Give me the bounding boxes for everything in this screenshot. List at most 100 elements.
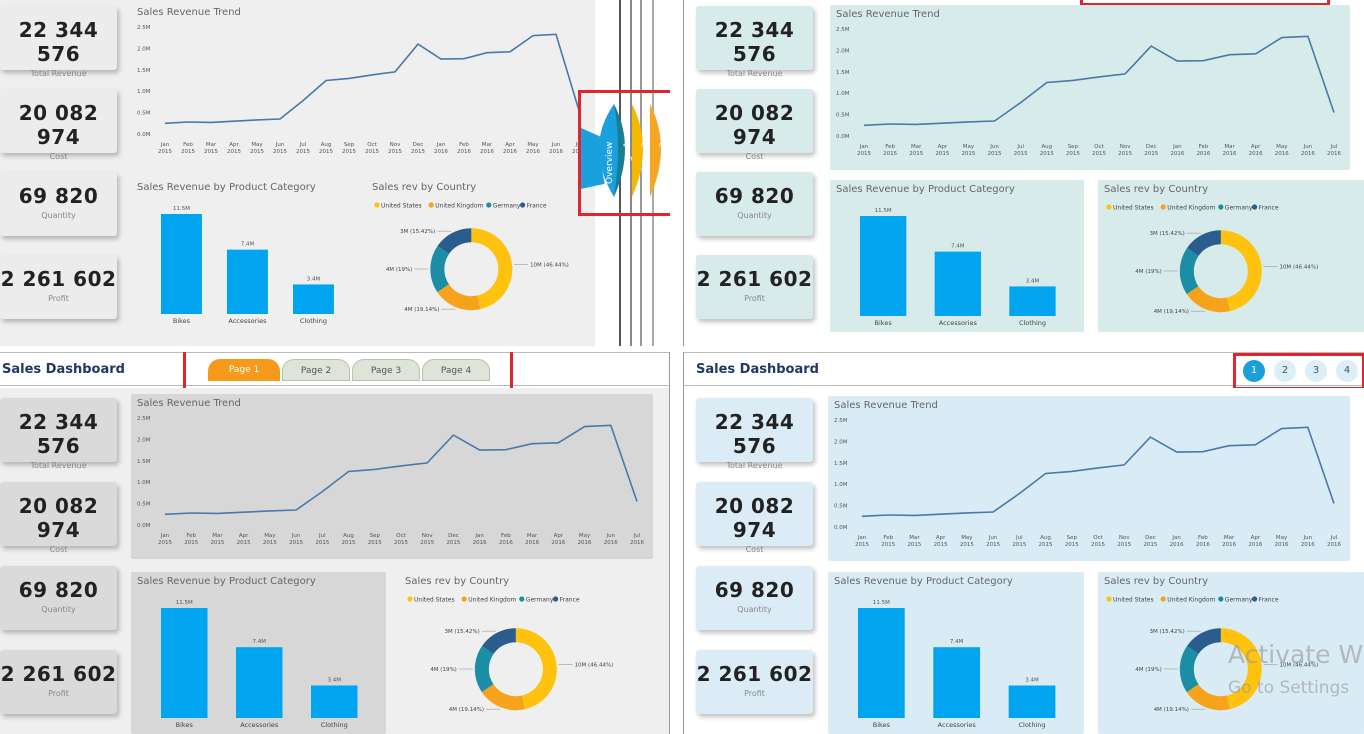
category-panel: Sales Revenue by Product Category 11.5M B…: [830, 180, 1084, 332]
tab-page-2[interactable]: Page 2: [282, 359, 350, 381]
dashboard-overview-nav: 22 344 576 Total Revenue 20 082 974 Cost 6…: [0, 0, 670, 346]
kpi-value: 2 261 602: [0, 267, 117, 291]
donut-data-label: 4M (19.14%): [1154, 707, 1189, 713]
tab-page-4[interactable]: Page 4: [422, 359, 490, 381]
x-tick-month: May: [1276, 144, 1288, 150]
x-tick-year: 2016: [578, 540, 592, 546]
tab-page-1[interactable]: Page 1: [208, 359, 280, 381]
kpi-card-total-revenue: 22 344 576 Total Revenue: [0, 398, 117, 470]
kpi-value: 69 820: [18, 578, 99, 602]
x-tick-year: 2015: [365, 149, 379, 155]
kpi-value: 2 261 602: [696, 267, 813, 291]
x-tick-year: 2016: [473, 540, 487, 546]
x-tick-month: Dec: [448, 533, 459, 539]
kpi-card-total-revenue: 22 344 576 Total Revenue: [0, 6, 117, 78]
x-tick-year: 2015: [296, 149, 310, 155]
bar-value-label: 3.4M: [307, 276, 321, 282]
category-bar-chart: 11.5M Bikes 7.4M Accessories 3.4M Clothing: [161, 600, 358, 729]
donut-slice-united-kingdom: [1186, 286, 1230, 313]
kpi-card-profit: 2 261 602 Profit: [0, 255, 117, 319]
x-tick-year: 2015: [934, 542, 948, 548]
bar-clothing: [293, 284, 334, 314]
trend-title: Sales Revenue Trend: [836, 9, 940, 20]
legend-label: Germany: [1225, 597, 1253, 604]
x-tick-year: 2015: [1091, 542, 1105, 548]
x-tick-month: Aug: [321, 142, 332, 148]
x-tick-month: Aug: [1041, 144, 1052, 150]
legend-dot: [1106, 596, 1112, 602]
x-tick-year: 2015: [273, 149, 287, 155]
dashboard-tinted-teal: 22 344 576 Total Revenue 20 082 974 Cost 6…: [683, 0, 1364, 346]
x-tick-month: Sep: [1067, 535, 1078, 541]
kpi-value: 20 082 974: [18, 101, 99, 149]
bar-value-label: 3.4M: [328, 677, 342, 683]
x-tick-year: 2016: [551, 540, 565, 546]
x-tick-year: 2015: [289, 540, 303, 546]
x-tick-year: 2015: [986, 542, 1000, 548]
bar-bikes: [858, 608, 905, 718]
x-tick-year: 2015: [210, 540, 224, 546]
nav-overview-shape[interactable]: [599, 104, 618, 197]
donut-data-label: 4M (19%): [386, 267, 413, 273]
country-title: Sales rev by Country: [1104, 576, 1209, 587]
revenue-trend-chart: 2.5M2.0M1.5M1.0M0.5M0.0MJan2015Feb2015Ma…: [137, 416, 644, 546]
kpi-value: 22 344 576: [18, 18, 99, 66]
category-panel: Sales Revenue by Product Category 11.5M B…: [131, 572, 386, 734]
bar-bikes: [860, 216, 907, 316]
bar-category-label: Clothing: [321, 721, 348, 729]
kpi-label: Total Revenue: [30, 461, 87, 470]
x-tick-month: Jul: [633, 533, 641, 539]
revenue-trend-chart: 2.5M2.0M1.5M1.0M0.5M0.0MJan2015Feb2015Ma…: [834, 418, 1341, 548]
x-tick-month: Apr: [1251, 535, 1261, 541]
kpi-label: Quantity: [41, 605, 76, 614]
page-circle-4[interactable]: 4: [1336, 360, 1358, 382]
x-tick-year: 2015: [960, 542, 974, 548]
x-tick-month: Jul: [318, 533, 326, 539]
bar-accessories: [934, 251, 981, 316]
trend-panel: Sales Revenue Trend 2.5M 2.0M 1.5M 1.0M 0.5M…: [131, 394, 653, 559]
x-tick-year: 2015: [237, 540, 251, 546]
page-circle-2[interactable]: 2: [1274, 360, 1296, 382]
x-tick-year: 2015: [158, 149, 172, 155]
bar-value-label: 7.4M: [950, 639, 964, 645]
y-tick-label: 2.5M: [836, 27, 850, 33]
x-tick-month: Feb: [885, 144, 895, 150]
page-circle-3[interactable]: 3: [1305, 360, 1327, 382]
country-panel: Sales rev by Country United States United…: [399, 572, 653, 734]
bar-category-label: Accessories: [939, 319, 978, 327]
x-tick-month: Nov: [1119, 535, 1130, 541]
x-tick-month: Apr: [554, 533, 564, 539]
donut-slice-germany: [474, 645, 494, 693]
x-tick-year: 2016: [480, 149, 494, 155]
x-tick-month: Jun: [988, 535, 998, 541]
x-tick-month: Sep: [1068, 144, 1079, 150]
x-tick-year: 2015: [342, 540, 356, 546]
y-tick-label: 0.5M: [137, 502, 151, 508]
donut-slice-united-kingdom: [481, 684, 525, 711]
donut-slice-germany: [1179, 645, 1199, 693]
donut-data-label: 3M (15.42%): [445, 629, 480, 635]
activation-watermark-subtitle: Go to Settings: [1228, 678, 1350, 698]
x-tick-month: May: [251, 142, 263, 148]
x-tick-year: 2015: [388, 149, 402, 155]
kpi-label: Total Revenue: [726, 461, 783, 470]
donut-slice-united-kingdom: [1186, 684, 1230, 711]
category-title: Sales Revenue by Product Category: [836, 184, 1015, 195]
country-title: Sales rev by Country: [372, 182, 477, 193]
bar-clothing: [311, 685, 358, 718]
x-tick-year: 2015: [158, 540, 172, 546]
x-tick-year: 2015: [909, 151, 923, 157]
x-tick-month: Apr: [239, 533, 249, 539]
x-tick-month: Mar: [206, 142, 217, 148]
legend-label: France: [1259, 205, 1279, 212]
x-tick-year: 2015: [855, 542, 869, 548]
legend-dot: [486, 202, 492, 208]
x-tick-year: 2015: [988, 151, 1002, 157]
tab-page-3[interactable]: Page 3: [352, 359, 420, 381]
nav-page3-shape[interactable]: [650, 104, 661, 197]
donut-slice-france: [1187, 628, 1221, 654]
page-circle-1[interactable]: 1: [1243, 360, 1265, 382]
legend-label: Germany: [493, 203, 521, 210]
x-tick-month: Jul: [1016, 144, 1024, 150]
nav-page2-shape[interactable]: [632, 104, 643, 197]
